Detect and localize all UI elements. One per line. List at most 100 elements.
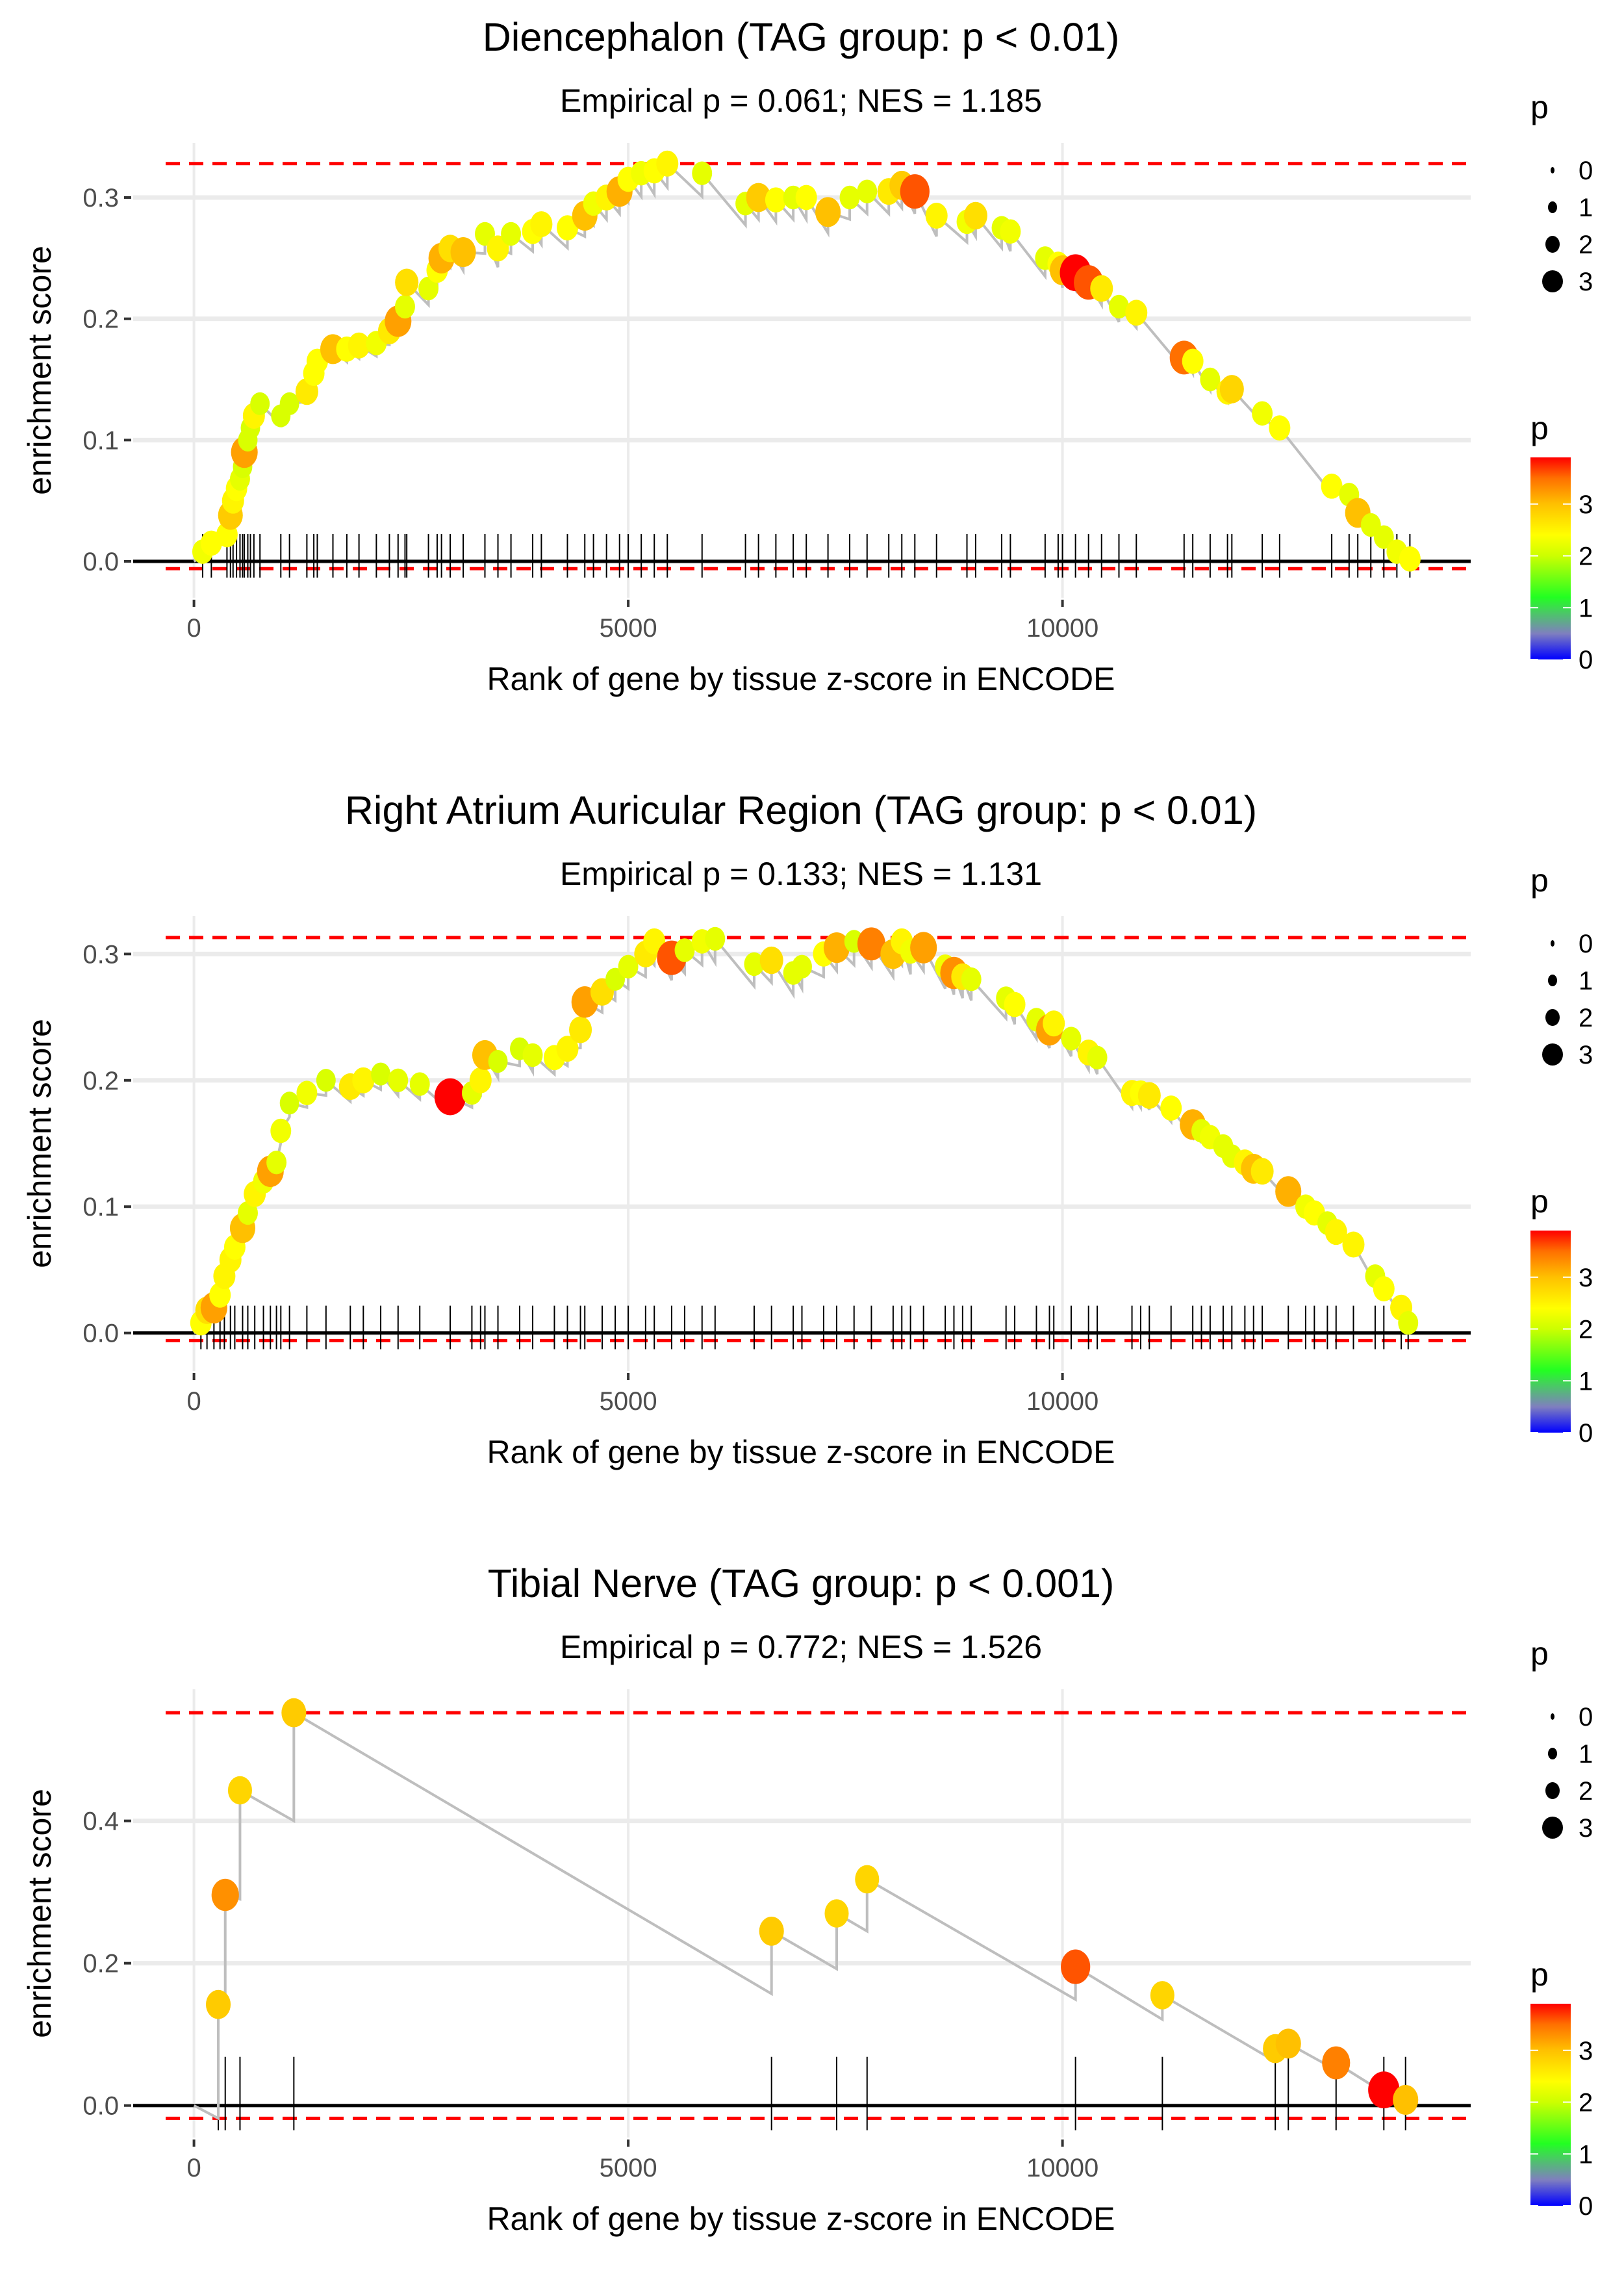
data-point [450,237,476,267]
data-point [238,1201,258,1225]
data-point [855,1865,880,1894]
y-axis-label: enrichment score [21,246,58,495]
data-point [1373,1276,1395,1302]
color-legend: p 0 1 2 3 [1530,1183,1593,1448]
rug [200,1305,1409,1349]
data-point [746,183,771,212]
size-legend-label: 1 [1579,194,1593,222]
data-point [963,201,987,230]
x-tick-label: 0 [186,2154,201,2182]
size-legend-dot [1545,236,1560,253]
points [192,150,1421,572]
panel-2: Right Atrium Auricular Region (TAG group… [21,788,1593,1470]
x-tick-label: 10000 [1026,1387,1098,1416]
color-legend-title: p [1530,410,1549,446]
y-tick-label: 0.2 [82,1067,119,1095]
y-tick-label: 0.3 [82,940,119,969]
data-point [418,276,439,301]
data-point [705,926,726,951]
size-legend-title: p [1530,1635,1549,1672]
size-legend-label: 3 [1579,1041,1593,1069]
data-point [1398,1310,1419,1335]
size-legend-title: p [1530,862,1549,899]
data-point [569,1016,592,1043]
gridlines [133,1689,1471,2138]
data-point [1087,1045,1108,1069]
data-point [1393,2084,1419,2115]
data-point [692,161,713,185]
chart-subtitle: Empirical p = 0.061; NES = 1.185 [560,83,1042,119]
chart-title: Right Atrium Auricular Region (TAG group… [345,788,1257,832]
data-point [765,187,787,213]
data-point [1399,546,1421,572]
data-point [487,235,509,262]
data-point [792,954,812,978]
size-legend-dot [1542,1817,1563,1839]
y-tick-label: 0.2 [82,305,119,334]
data-point [395,268,419,296]
data-point [857,927,886,961]
chart-subtitle: Empirical p = 0.772; NES = 1.526 [560,1629,1042,1665]
data-point [227,1776,252,1805]
color-legend: p 0 1 2 3 [1530,1956,1593,2221]
data-point [352,1067,375,1093]
x-tick-label: 0 [186,614,201,643]
size-legend-dot [1551,940,1554,947]
data-point [1137,1082,1161,1109]
chart-subtitle: Empirical p = 0.133; NES = 1.131 [560,856,1042,892]
size-legend: p 0 1 2 3 [1530,862,1593,1069]
x-tick-label: 0 [186,1387,201,1416]
size-legend-label: 3 [1579,1814,1593,1843]
size-legend-label: 3 [1579,268,1593,296]
data-point [557,215,578,241]
color-legend-title: p [1530,1183,1549,1220]
data-point [434,1078,466,1116]
x-tick-label: 5000 [600,2154,657,2182]
data-point [395,294,415,319]
y-tick-label: 0.1 [82,1193,119,1221]
y-tick-label: 0.0 [82,2092,119,2121]
data-point [1182,348,1204,374]
colorbar-label: 3 [1579,1264,1593,1292]
x-tick-label: 10000 [1026,614,1098,643]
panel-1: Diencephalon (TAG group: p < 0.01) Empiri… [21,15,1593,697]
size-legend-dot [1542,1043,1563,1066]
data-point [1061,1027,1082,1051]
colorbar-label: 0 [1579,2192,1593,2221]
size-legend-dot [1551,1713,1554,1720]
data-point [1004,991,1026,1017]
data-point [348,332,370,359]
data-point [656,150,679,177]
data-point [1368,2071,1400,2109]
color-legend-title: p [1530,1956,1549,1993]
data-point [1125,300,1148,326]
y-axis-label: enrichment score [21,1789,58,2038]
size-legend-label: 2 [1579,231,1593,259]
data-point [469,1067,492,1093]
data-point [1160,1095,1182,1121]
colorbar-label: 1 [1579,2140,1593,2169]
data-point [823,932,850,964]
data-point [1342,1231,1365,1258]
colorbar-label: 2 [1579,2089,1593,2117]
y-tick-label: 0.0 [82,548,119,576]
colorbar-label: 1 [1579,594,1593,622]
colorbar [1530,1231,1571,1433]
y-tick-label: 0.2 [82,1950,119,1978]
points [205,1698,1419,2115]
data-point [211,1878,239,1911]
data-point [250,392,270,415]
colorbar-label: 3 [1579,2037,1593,2065]
size-legend: p 0 1 2 3 [1530,1635,1593,1843]
colorbar-label: 0 [1579,646,1593,674]
x-tick-label: 5000 [600,1387,657,1416]
data-point [501,222,522,246]
chart-title: Tibial Nerve (TAG group: p < 0.001) [488,1561,1115,1605]
x-tick-label: 10000 [1026,2154,1098,2182]
color-legend: p 0 1 2 3 [1530,410,1593,674]
data-point [824,1899,849,1928]
data-point [388,1068,409,1092]
data-point [316,1069,336,1092]
size-legend-label: 0 [1579,930,1593,958]
data-point [618,954,639,978]
